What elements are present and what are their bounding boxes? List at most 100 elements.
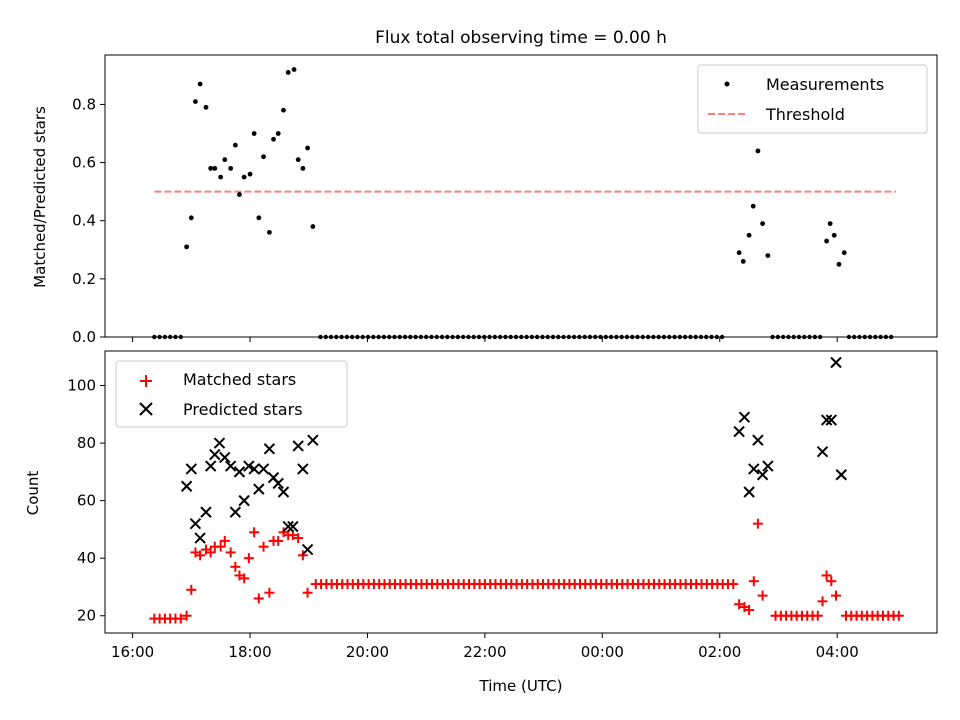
measurement-point [755, 148, 761, 154]
measurement-point [873, 334, 878, 340]
measurement-point [688, 334, 693, 340]
measurement-point [360, 334, 365, 340]
measurement-point [786, 334, 791, 340]
predicted-stars-layer [180, 356, 848, 556]
matched-star-point [186, 584, 197, 595]
measurement-point [651, 334, 656, 340]
measurement-point [334, 334, 339, 340]
matched-star-point [225, 547, 236, 558]
measurement-point [550, 334, 556, 340]
measurement-point [682, 334, 688, 340]
matched-star-point [243, 553, 254, 564]
legend-measurements-label: Measurements [766, 75, 884, 94]
measurement-point [796, 334, 802, 340]
predicted-star-point [738, 411, 751, 423]
measurement-point [178, 334, 183, 340]
measurement-point [376, 334, 381, 340]
matched-star-point [273, 535, 284, 546]
predicted-star-point [743, 486, 755, 498]
bottom-plot-frame [104, 350, 938, 634]
matched-star-point [734, 599, 745, 610]
measurement-point [513, 334, 519, 340]
x-tick-label: 16:00 [111, 643, 154, 661]
matched-star-point [826, 576, 837, 587]
top-legend: Measurements Threshold [697, 64, 928, 134]
measurement-point [305, 145, 310, 151]
matched-star-point [728, 579, 739, 590]
measurement-point [746, 232, 752, 238]
matched-star-point [205, 547, 216, 558]
measurement-point [386, 334, 392, 340]
measurement-point [561, 334, 566, 340]
measurement-point [460, 334, 466, 340]
x-tick-label: 22:00 [463, 643, 506, 661]
legend-predicted-marker [139, 402, 153, 416]
measurement-point [630, 334, 635, 340]
measurement-point [807, 334, 812, 340]
predicted-star-point [204, 460, 217, 472]
measurement-point [740, 259, 746, 264]
x-tick-label: 04:00 [816, 643, 859, 661]
measurement-point [371, 334, 376, 340]
predicted-star-point [748, 463, 760, 475]
measurement-point [587, 334, 593, 340]
measurement-point [295, 157, 301, 163]
predicted-star-point [200, 506, 212, 518]
measurement-point [719, 334, 725, 340]
predicted-star-point [180, 480, 193, 492]
x-tick-label: 20:00 [346, 643, 389, 661]
measurement-point [677, 334, 683, 340]
y-tick-label: 60 [77, 492, 96, 510]
measurement-point [251, 131, 257, 136]
measurement-point [867, 334, 873, 340]
measurement-point [184, 244, 190, 250]
measurement-point [831, 232, 837, 238]
measurement-point [780, 334, 786, 340]
measurement-point [471, 334, 476, 340]
predicted-star-point [272, 477, 284, 490]
predicted-star-point [263, 443, 276, 455]
predicted-star-point [762, 460, 774, 472]
measurement-point [237, 192, 242, 197]
top-legend-box [697, 64, 928, 134]
measurement-point [418, 334, 424, 340]
chart-title: Flux total observing time = 0.00 h [375, 28, 667, 48]
measurement-point [545, 334, 550, 340]
measurement-point [827, 221, 833, 227]
measurement-point [698, 334, 704, 340]
matched-star-point [258, 541, 269, 552]
matched-star-point [215, 541, 226, 552]
y-tick-label: 80 [77, 434, 96, 452]
y-tick-label: 0.8 [72, 95, 96, 113]
measurement-point [802, 334, 807, 340]
measurement-point [429, 334, 434, 340]
y-tick-label: 40 [77, 549, 96, 567]
measurement-point [193, 99, 198, 104]
matched-star-point [752, 518, 763, 529]
predicted-star-point [307, 434, 319, 446]
x-axis-label: Time (UTC) [479, 677, 563, 695]
predicted-star-point [229, 506, 242, 518]
measurement-point [310, 224, 316, 229]
bottom-y-axis-label: Count [24, 471, 42, 516]
measurement-point [529, 334, 535, 340]
measurement-point [540, 334, 545, 340]
matched-star-point [812, 610, 823, 621]
measurement-point [203, 104, 209, 110]
measurement-point [846, 334, 852, 340]
measurement-point [365, 334, 371, 340]
measurement-point [241, 174, 247, 180]
measurement-point [571, 334, 577, 340]
y-tick-label: 100 [67, 377, 96, 395]
measurement-point [397, 334, 402, 340]
measurement-point [157, 334, 162, 340]
measurement-point [300, 165, 306, 171]
measurement-point [423, 334, 429, 340]
predicted-star-point [257, 463, 270, 475]
predicted-star-point [189, 517, 202, 530]
predicted-star-point [185, 463, 198, 475]
bottom-legend: Matched stars Predicted stars [115, 360, 348, 428]
legend-predicted-label: Predicted stars [183, 400, 303, 419]
matched-star-point [264, 587, 275, 598]
x-tick-label: 02:00 [698, 643, 741, 661]
